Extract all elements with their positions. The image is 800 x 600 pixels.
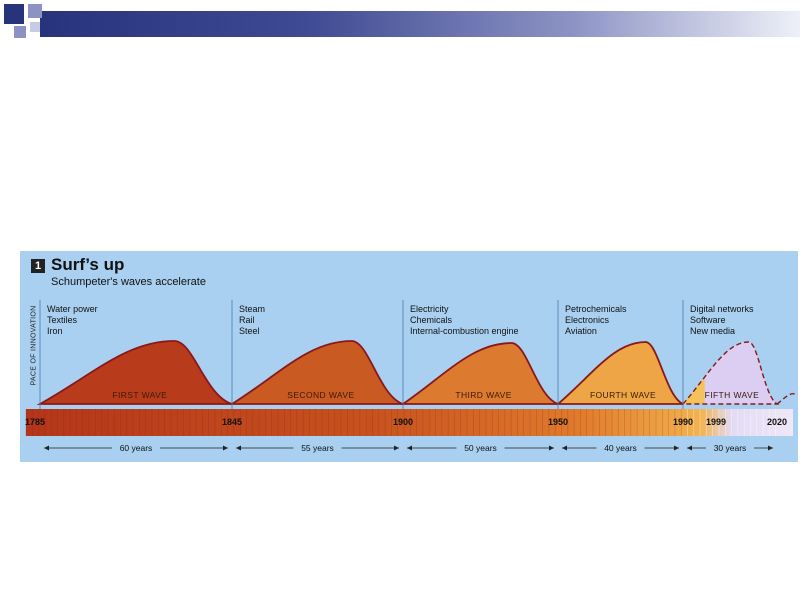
header-square-4 xyxy=(30,22,40,32)
tick-label-1785: 1785 xyxy=(25,417,45,427)
industry-label: Digital networks xyxy=(690,304,754,314)
tick-label-1999: 1999 xyxy=(706,417,726,427)
tick-label-1845: 1845 xyxy=(222,417,242,427)
duration-arrow-head xyxy=(687,445,692,451)
duration-arrow-head xyxy=(768,445,773,451)
industry-label: Software xyxy=(690,315,726,325)
duration-label-1: 60 years xyxy=(120,443,153,453)
wave-area-2 xyxy=(228,340,404,405)
wave-area-3 xyxy=(400,342,559,405)
industry-label: Internal-combustion engine xyxy=(410,326,519,336)
industry-label: Steam xyxy=(239,304,265,314)
tick-label-1990: 1990 xyxy=(673,417,693,427)
wave-label-1: FIRST WAVE xyxy=(112,390,167,400)
industry-label: Aviation xyxy=(565,326,597,336)
wave-label-5: FIFTH WAVE xyxy=(705,390,760,400)
tick-label-2020: 2020 xyxy=(767,417,787,427)
industry-label: Iron xyxy=(47,326,63,336)
figure-number: 1 xyxy=(31,259,45,273)
industry-label: Water power xyxy=(47,304,98,314)
duration-arrow-head xyxy=(549,445,554,451)
industry-label: New media xyxy=(690,326,735,336)
duration-arrow-head xyxy=(407,445,412,451)
wave-area-4 xyxy=(555,341,684,405)
industry-label: Textiles xyxy=(47,315,78,325)
industry-label: Rail xyxy=(239,315,255,325)
figure-subtitle: Schumpeter's waves accelerate xyxy=(51,276,206,288)
figure-title: Surf’s up xyxy=(51,255,125,274)
wave-label-4: FOURTH WAVE xyxy=(590,390,656,400)
tick-label-1900: 1900 xyxy=(393,417,413,427)
header-square-2 xyxy=(28,4,42,18)
header-square-3 xyxy=(14,26,26,38)
duration-arrow-head xyxy=(223,445,228,451)
header-square-1 xyxy=(4,4,24,24)
industry-label: Electronics xyxy=(565,315,610,325)
industry-label: Petrochemicals xyxy=(565,304,627,314)
duration-arrow-head xyxy=(236,445,241,451)
industry-label: Chemicals xyxy=(410,315,453,325)
wave-label-3: THIRD WAVE xyxy=(455,390,511,400)
duration-arrow-head xyxy=(562,445,567,451)
duration-label-2: 55 years xyxy=(301,443,334,453)
duration-arrow-head xyxy=(674,445,679,451)
wave-label-2: SECOND WAVE xyxy=(287,390,354,400)
wave-area-1 xyxy=(36,340,233,405)
industry-label: Steel xyxy=(239,326,260,336)
duration-label-3: 50 years xyxy=(464,443,497,453)
timeline-band xyxy=(26,409,793,436)
wave-tail xyxy=(776,392,796,405)
duration-arrow-head xyxy=(44,445,49,451)
industry-label: Electricity xyxy=(410,304,449,314)
wave-area-5 xyxy=(681,341,780,405)
tick-label-1950: 1950 xyxy=(548,417,568,427)
header-gradient-bar xyxy=(40,11,800,37)
duration-label-4: 40 years xyxy=(604,443,637,453)
duration-arrow-head xyxy=(394,445,399,451)
duration-label-5: 30 years xyxy=(714,443,747,453)
